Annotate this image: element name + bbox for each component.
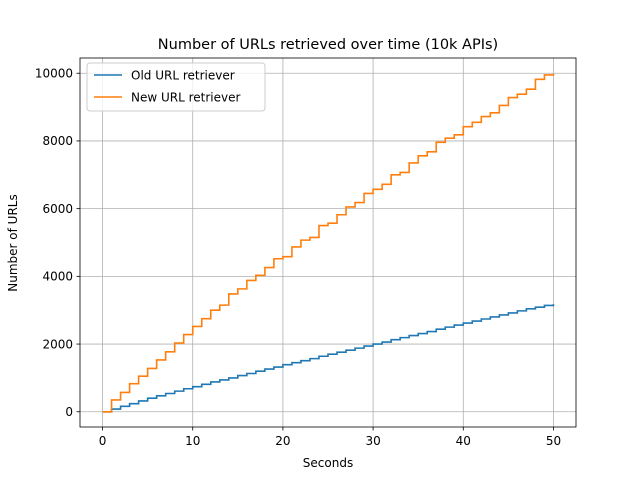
grid [80, 58, 576, 427]
ticks: 0 10 20 30 40 50 0 2000 4000 6000 8000 10000 [35, 67, 561, 448]
series-group [102, 73, 555, 413]
x-tick-label: 50 [546, 434, 561, 448]
legend-label-old: Old URL retriever [131, 69, 235, 83]
y-tick-label: 8000 [42, 134, 73, 148]
legend-box [86, 62, 266, 112]
y-tick-label: 0 [65, 405, 73, 419]
x-tick-label: 30 [365, 434, 380, 448]
x-tick-label: 40 [456, 434, 471, 448]
y-tick-label: 10000 [35, 67, 73, 81]
chart-title: Number of URLs retrieved over time (10k … [158, 37, 498, 53]
y-tick-label: 6000 [42, 202, 73, 216]
y-tick-label: 4000 [42, 270, 73, 284]
y-tick-label: 2000 [42, 337, 73, 351]
x-tick-label: 20 [275, 434, 290, 448]
series-line-old [102, 304, 555, 413]
x-tick-label: 10 [185, 434, 200, 448]
plot-frame [79, 57, 577, 428]
series-line-new [102, 73, 555, 413]
x-axis-title: Seconds [303, 456, 353, 470]
x-tick-label: 0 [99, 434, 107, 448]
legend: Old URL retriever New URL retriever [86, 62, 266, 112]
y-axis-title: Number of URLs [6, 194, 20, 291]
legend-label-new: New URL retriever [131, 91, 241, 105]
